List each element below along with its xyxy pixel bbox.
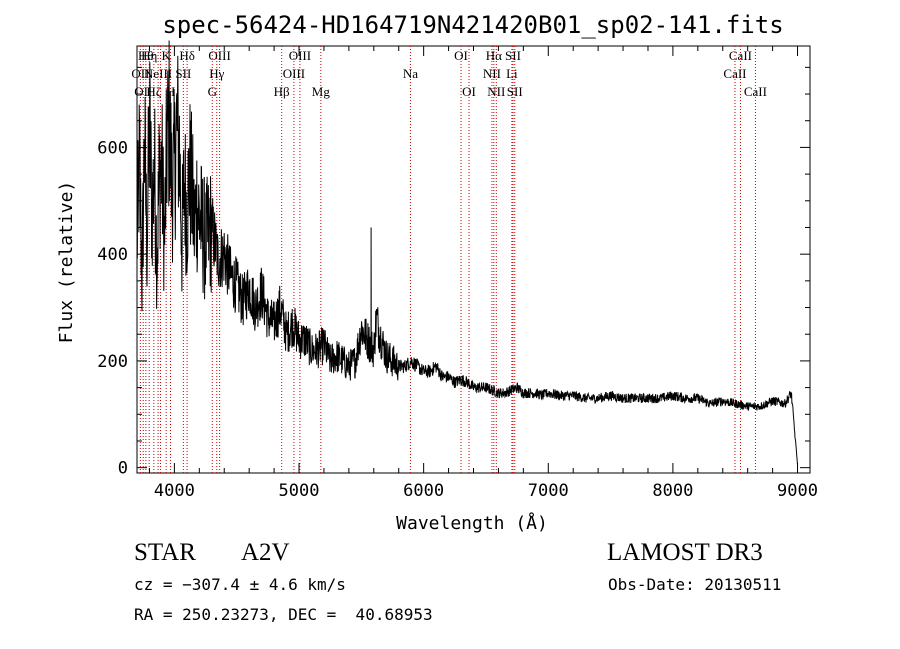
line-label-13: Hγ — [209, 66, 224, 81]
y-tick-label-3: 600 — [97, 138, 128, 158]
line-label-19: Hζ — [146, 84, 161, 99]
line-label-26: NII — [487, 84, 505, 99]
x-tick-label-4: 8000 — [652, 481, 693, 501]
spectral-subclass: A2V — [241, 539, 290, 566]
x-axis-label: Wavelength (Å) — [396, 512, 548, 534]
line-label-9: CaII — [729, 48, 752, 63]
x-tick-label-1: 5000 — [279, 481, 320, 501]
plot-frame — [136, 45, 811, 474]
x-tick-label-5: 9000 — [777, 481, 818, 501]
line-label-23: Mg — [312, 84, 331, 99]
line-label-21: G — [208, 84, 217, 99]
spectrum-line — [136, 40, 798, 466]
line-label-10: OII — [131, 66, 149, 81]
x-tick-label-3: 7000 — [528, 481, 569, 501]
line-label-24: Na — [403, 66, 418, 81]
x-tick-label-2: 6000 — [403, 481, 444, 501]
line-label-5: OIII — [289, 48, 311, 63]
line-label-0: Hθ — [138, 48, 154, 63]
line-label-28: CaII — [744, 84, 767, 99]
line-label-18: OII — [134, 84, 152, 99]
obs-date: Obs-Date: 20130511 — [608, 575, 782, 594]
line-label-7: Hα — [486, 48, 502, 63]
x-tick-label-0: 4000 — [154, 481, 195, 501]
line-label-17: CaII — [723, 66, 746, 81]
line-label-12: SII — [175, 66, 191, 81]
y-tick-label-2: 400 — [97, 245, 128, 265]
y-tick-label-1: 200 — [97, 352, 128, 372]
line-label-27: SII — [507, 84, 523, 99]
line-label-20: H — [166, 84, 175, 99]
survey-name: LAMOST DR3 — [607, 539, 763, 566]
coordinates: RA = 250.23273, DEC = 40.68953 — [134, 605, 433, 624]
y-axis-label: Flux (relative) — [56, 181, 77, 344]
redshift-value: cz = −307.4 ± 4.6 km/s — [134, 575, 346, 594]
object-class: STAR — [134, 539, 196, 566]
line-label-4: OIII — [208, 48, 230, 63]
line-label-15: NII — [483, 66, 501, 81]
line-label-2: K — [161, 48, 171, 63]
y-tick-label-0: 0 — [118, 459, 128, 479]
line-label-16: Li — [506, 66, 518, 81]
line-label-8: SII — [505, 48, 521, 63]
line-label-11: NeIII — [144, 66, 172, 81]
line-label-6: OI — [454, 48, 468, 63]
line-label-3: Hδ — [179, 48, 195, 63]
line-label-22: Hβ — [274, 84, 290, 99]
line-label-1: Hη — [141, 48, 157, 63]
line-label-25: OI — [462, 84, 476, 99]
chart-title: spec-56424-HD164719N421420B01_sp02-141.f… — [162, 11, 783, 39]
line-label-14: OIII — [283, 66, 305, 81]
